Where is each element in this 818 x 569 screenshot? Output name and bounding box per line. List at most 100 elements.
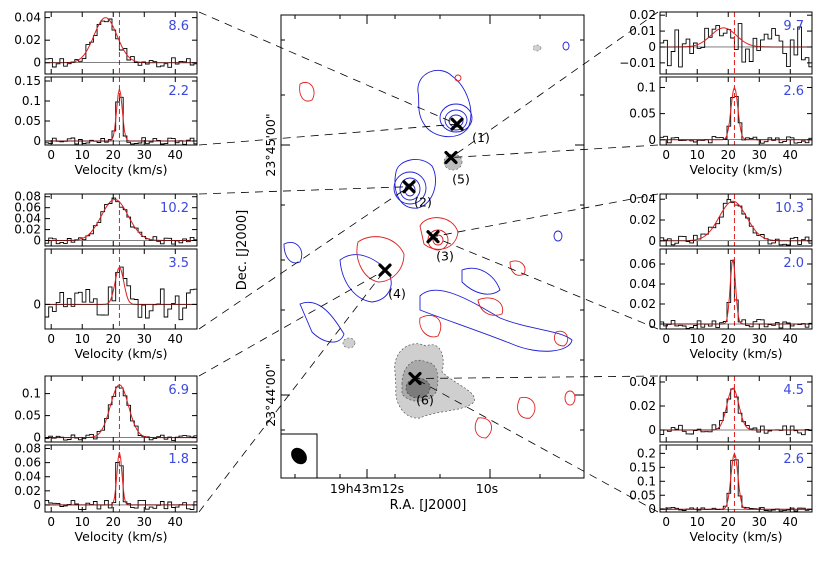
- x-tick-label: 10: [75, 332, 90, 346]
- leader-line: [414, 375, 659, 379]
- x-tick-label: 20: [106, 515, 121, 529]
- line-width-label: 2.6: [783, 84, 804, 99]
- leader-line: [198, 269, 386, 377]
- y-tick-label: 0: [33, 234, 41, 248]
- y-tick-label: 0.15: [629, 460, 656, 474]
- spectrum-panel-upper: 00.020.040.060.08 10.2: [14, 190, 198, 248]
- line-width-label: 10.2: [160, 201, 189, 216]
- x-axis-label: Velocity (km/s): [75, 346, 168, 361]
- y-tick-label: 0.06: [14, 201, 41, 215]
- y-tick-label: 0.1: [22, 94, 41, 108]
- red-contour: [432, 234, 444, 246]
- panel-frame: [44, 248, 198, 330]
- x-tick-label: 40: [783, 515, 798, 529]
- x-tick-label: 0: [662, 515, 670, 529]
- dec-axis-label: Dec. [J2000]: [235, 210, 250, 290]
- line-width-label: 9.7: [783, 19, 804, 34]
- x-tick-label: 10: [75, 515, 90, 529]
- blue-contour: [461, 267, 501, 295]
- y-tick-label: 0.02: [14, 33, 41, 47]
- source-label: (6): [416, 393, 434, 408]
- red-contour: [477, 297, 504, 316]
- line-width-label: 10.3: [775, 201, 804, 216]
- red-contour: [553, 330, 569, 347]
- blue-contour: [444, 109, 468, 131]
- x-axis-label: Velocity (km/s): [75, 529, 168, 544]
- y-tick-label: 0: [648, 423, 656, 437]
- spectrum-histogram: [660, 23, 812, 68]
- leader-line: [450, 11, 659, 158]
- y-tick-label: 0.04: [14, 470, 41, 484]
- beam-ellipse: [291, 447, 307, 465]
- line-width-label: 8.6: [168, 19, 189, 34]
- y-tick-label: −0.01: [619, 56, 656, 70]
- y-tick-label: 0: [648, 317, 656, 331]
- blue-contour: [399, 177, 421, 201]
- x-tick-label: 30: [137, 515, 152, 529]
- spectrum-histogram: [660, 459, 812, 512]
- red-contour: [564, 390, 576, 406]
- y-tick-label: 0.06: [629, 257, 656, 271]
- spectrum-panel-upper: 0 0.02 0.04 8.6: [14, 11, 198, 75]
- blue-contour: [553, 230, 563, 242]
- x-tick-label: 20: [106, 148, 121, 162]
- x-tick-label: 0: [662, 148, 670, 162]
- x-axis-label: Velocity (km/s): [75, 162, 168, 177]
- line-width-label: 2.6: [783, 452, 804, 467]
- panel-frame: [659, 76, 813, 146]
- y-tick-label: 0.02: [629, 213, 656, 227]
- y-tick-label: 0.05: [14, 409, 41, 423]
- dust-clump: [342, 337, 356, 349]
- y-tick-label: 0.04: [14, 11, 41, 25]
- x-tick-label: 40: [168, 148, 183, 162]
- x-tick-label: 40: [168, 515, 183, 529]
- x-tick-label: 40: [783, 332, 798, 346]
- x-tick-label: 20: [721, 148, 736, 162]
- y-tick-label: 0.04: [629, 192, 656, 206]
- source-marker: (6): [408, 371, 434, 408]
- spectrum-histogram: [45, 462, 197, 511]
- x-tick-label: 30: [752, 332, 767, 346]
- x-tick-label: 10: [690, 515, 705, 529]
- source-label: (2): [414, 195, 432, 210]
- x-tick-label: 10: [690, 332, 705, 346]
- y-tick-label: 0: [33, 56, 41, 70]
- leader-line: [414, 378, 659, 513]
- y-tick-label: 0.05: [629, 488, 656, 502]
- red-contour: [474, 417, 492, 439]
- ra-tick-label: 19h43m12s: [330, 481, 404, 496]
- x-tick-label: 20: [721, 332, 736, 346]
- y-tick-label: 0: [33, 498, 41, 512]
- blue-contour: [283, 242, 303, 264]
- line-width-label: 2.0: [783, 256, 804, 271]
- spectrum-panel-upper: −0.01 0 0.01 0.02 9.7: [619, 8, 813, 75]
- leader-line: [198, 123, 458, 146]
- leader-line: [432, 193, 659, 238]
- panel-frame: [44, 375, 198, 443]
- x-tick-label: 30: [752, 515, 767, 529]
- panel-frame: [44, 76, 198, 146]
- leader-line: [198, 186, 410, 330]
- leader-line: [450, 144, 659, 158]
- x-tick-label: 20: [721, 515, 736, 529]
- x-tick-label: 30: [752, 148, 767, 162]
- x-tick-label: 40: [783, 148, 798, 162]
- x-tick-label: 0: [47, 332, 55, 346]
- x-tick-label: 0: [47, 148, 55, 162]
- y-tick-label: 0.04: [14, 212, 41, 226]
- line-width-label: 1.8: [168, 452, 189, 467]
- y-tick-label: 0.06: [14, 456, 41, 470]
- y-tick-label: 0.08: [14, 190, 41, 204]
- y-tick-label: 0: [648, 40, 656, 54]
- ra-axis-label: R.A. [J2000]: [390, 498, 467, 513]
- y-tick-label: 0.05: [629, 107, 656, 121]
- spectrum-panel-upper: 0 0.02 0.04 4.5: [629, 375, 813, 443]
- y-tick-label: 0.01: [629, 24, 656, 38]
- y-tick-label: 0.02: [629, 8, 656, 22]
- panel-frame: [44, 193, 198, 247]
- spectrum-histogram: [660, 198, 812, 246]
